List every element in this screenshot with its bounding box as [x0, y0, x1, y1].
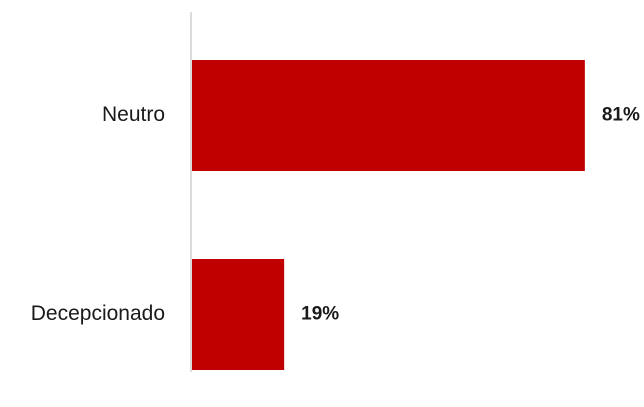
bars	[192, 60, 585, 370]
value-label-neutro: 81%	[602, 105, 640, 126]
bar-decepcionado	[192, 259, 285, 370]
labels: Neutro 81% Decepcionado 19%	[31, 103, 640, 325]
category-label-decepcionado: Decepcionado	[31, 302, 165, 325]
value-label-decepcionado: 19%	[301, 304, 339, 325]
category-label-neutro: Neutro	[102, 103, 165, 126]
bar-neutro	[192, 60, 585, 171]
